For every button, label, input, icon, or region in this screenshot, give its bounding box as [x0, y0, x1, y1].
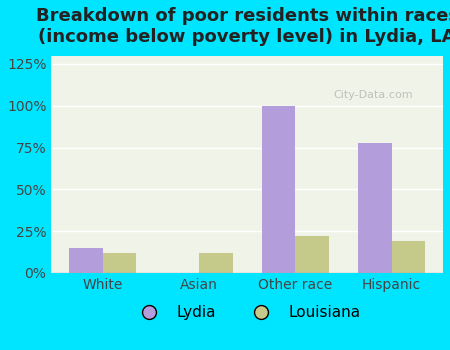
Legend: Lydia, Louisiana: Lydia, Louisiana — [127, 299, 367, 326]
Bar — [358, 142, 392, 273]
Bar — [199, 253, 233, 273]
Text: City-Data.com: City-Data.com — [333, 90, 413, 100]
Bar — [261, 106, 295, 273]
Bar — [392, 241, 425, 273]
Bar — [69, 248, 103, 273]
Bar — [295, 236, 329, 273]
Title: Breakdown of poor residents within races
(income below poverty level) in Lydia, : Breakdown of poor residents within races… — [36, 7, 450, 46]
Bar — [103, 253, 136, 273]
